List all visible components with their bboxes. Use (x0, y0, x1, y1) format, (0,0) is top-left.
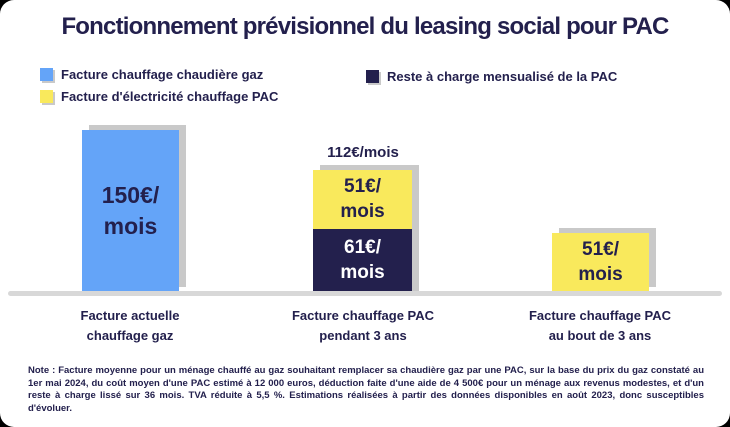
legend-label-electricity: Facture d'électricité chauffage PAC (61, 89, 279, 104)
x-label-pac-3years: Facture chauffage PAC pendant 3 ans (291, 308, 435, 344)
legend-item-remainder: Reste à charge mensualisé de la PAC (366, 69, 617, 84)
legend-label-gas: Facture chauffage chaudière gaz (61, 67, 264, 82)
x-label-pac-after-3years: Facture chauffage PAC au bout de 3 ans (528, 308, 672, 344)
legend-swatch-gas-icon (40, 68, 53, 81)
legend-swatch-electricity-icon (40, 90, 53, 103)
bar-segment-remainder-3years: 61€/ mois (313, 229, 412, 292)
legend-item-gas: Facture chauffage chaudière gaz (40, 67, 263, 82)
bar-segment-remainder-3years-value: 61€/ mois (340, 236, 385, 283)
legend-item-electricity: Facture d'électricité chauffage PAC (40, 89, 278, 104)
bar-segment-electricity-3years: 51€/ mois (313, 170, 412, 229)
x-label-gas-current: Facture actuelle chauffage gaz (80, 308, 180, 344)
bar-pac-after-3years-value: 51€/ mois (578, 238, 623, 285)
x-axis-line (8, 291, 722, 296)
chart-title: Fonctionnement prévisionnel du leasing s… (61, 13, 669, 40)
bar-segment-electricity-3years-value: 51€/ mois (340, 175, 385, 222)
bar-gas-current-value: 150€/ mois (101, 181, 160, 239)
footnote: Note : Facture moyenne pour un ménage ch… (28, 365, 704, 414)
bar-pac-after-3years: 51€/ mois (552, 233, 649, 292)
legend-label-remainder: Reste à charge mensualisé de la PAC (387, 69, 618, 84)
bar-pac-3years-total: 112€/mois (327, 144, 399, 161)
bar-gas-current: 150€/ mois (82, 130, 179, 292)
legend-swatch-remainder-icon (366, 70, 379, 83)
